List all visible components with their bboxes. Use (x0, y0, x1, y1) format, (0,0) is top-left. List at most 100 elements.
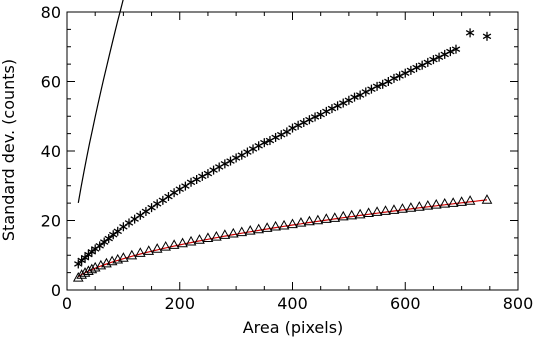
triangle-point (236, 226, 248, 237)
triangle-point (405, 202, 417, 212)
asterisk-point (339, 98, 348, 108)
triangle-point (151, 243, 163, 253)
y-tick-label: 40 (41, 142, 61, 161)
asterisk-point (109, 230, 118, 240)
asterisk-point (271, 132, 280, 142)
triangle-point (380, 205, 391, 215)
triangle-point (160, 241, 172, 251)
triangle-point (329, 212, 341, 222)
asterisk-point (395, 71, 404, 81)
triangle-point (422, 200, 434, 210)
asterisk-point (333, 101, 342, 111)
fit-lines (77, 0, 488, 278)
asterisk-point (113, 226, 122, 236)
triangle-point (456, 196, 467, 206)
asterisk-point (237, 150, 246, 160)
y-tick-label: 60 (41, 73, 61, 92)
y-tick-label: 0 (51, 281, 61, 300)
asterisk-point (429, 55, 438, 65)
asterisk-point (254, 141, 263, 151)
asterisk-point (136, 210, 145, 220)
triangle-point (261, 222, 273, 232)
fit-line-2 (77, 199, 488, 278)
asterisk-point (87, 247, 97, 257)
asterisk-point (288, 123, 297, 133)
triangle-point (253, 223, 265, 234)
asterisk-point (226, 156, 235, 166)
triangle-point (134, 247, 146, 257)
asterisk-point (158, 195, 168, 205)
asterisk-point (231, 153, 241, 163)
triangle-point (464, 195, 476, 205)
triangle-point (202, 232, 214, 242)
triangle-point (227, 227, 239, 238)
asterisk-point (95, 241, 104, 251)
triangle-point (278, 219, 290, 230)
asterisk-point (147, 203, 156, 213)
asterisk-point (99, 237, 109, 247)
asterisk-point (282, 127, 292, 137)
asterisk-point (344, 95, 354, 105)
asterisk-point (367, 84, 376, 94)
x-tick-label: 0 (62, 294, 72, 313)
asterisk-point (77, 255, 86, 265)
triangle-point (185, 235, 197, 246)
triangle-point (304, 215, 315, 226)
triangle-point (481, 194, 493, 204)
x-tick-label: 600 (390, 294, 421, 313)
asterisk-point (248, 144, 258, 154)
asterisk-point (305, 115, 314, 125)
axes: 0 200 400 600 800 0 20 40 60 80 (41, 3, 534, 313)
triangle-point (168, 239, 180, 249)
x-axis-label: Area (pixels) (243, 318, 344, 337)
asterisk-point (74, 259, 83, 269)
fit-line-1 (77, 0, 124, 204)
asterisk-point (214, 162, 224, 172)
asterisk-point (152, 199, 162, 209)
asterisk-point (417, 60, 427, 70)
asterisk-point (260, 138, 269, 148)
asterisk-point (299, 118, 308, 128)
triangle-point (219, 229, 231, 239)
asterisk-point (277, 130, 286, 140)
asterisk-point (130, 214, 139, 224)
asterisk-point (316, 110, 325, 120)
triangle-point (270, 220, 281, 231)
asterisk-point (104, 234, 113, 244)
triangle-point (439, 197, 451, 208)
asterisk-point (310, 112, 320, 122)
triangle-point (118, 252, 129, 262)
triangle-point (194, 234, 205, 244)
asterisk-point (80, 253, 90, 263)
asterisk-point (293, 120, 303, 130)
asterisk-point (434, 52, 444, 62)
y-tick-label: 80 (41, 3, 61, 22)
triangle-point (126, 249, 138, 260)
triangle-point (295, 217, 307, 227)
triangle-point (447, 197, 459, 207)
asterisk-point (406, 65, 416, 75)
asterisk-point (186, 177, 196, 187)
asterisk-point (322, 106, 331, 116)
asterisk-point (350, 92, 359, 102)
asterisk-point (440, 49, 449, 59)
triangle-point (413, 201, 425, 211)
y-axis-label: Standard dev. (counts) (0, 59, 18, 241)
triangle-point (371, 206, 383, 216)
triangle-point (354, 208, 366, 219)
asterisk-point (124, 218, 134, 228)
y-tick-label: 20 (41, 212, 61, 231)
triangle-point (346, 209, 358, 220)
triangle-point (177, 237, 188, 248)
asterisk-point (209, 165, 218, 175)
x-tick-label: 800 (503, 294, 534, 313)
asterisk-point (84, 250, 93, 260)
asterisk-point (169, 188, 179, 198)
asterisk-point (243, 147, 252, 157)
triangle-point (287, 218, 298, 229)
asterisk-point (203, 169, 213, 179)
asterisk-point (164, 192, 173, 202)
asterisk-point (482, 31, 492, 41)
triangle-point (211, 230, 222, 241)
